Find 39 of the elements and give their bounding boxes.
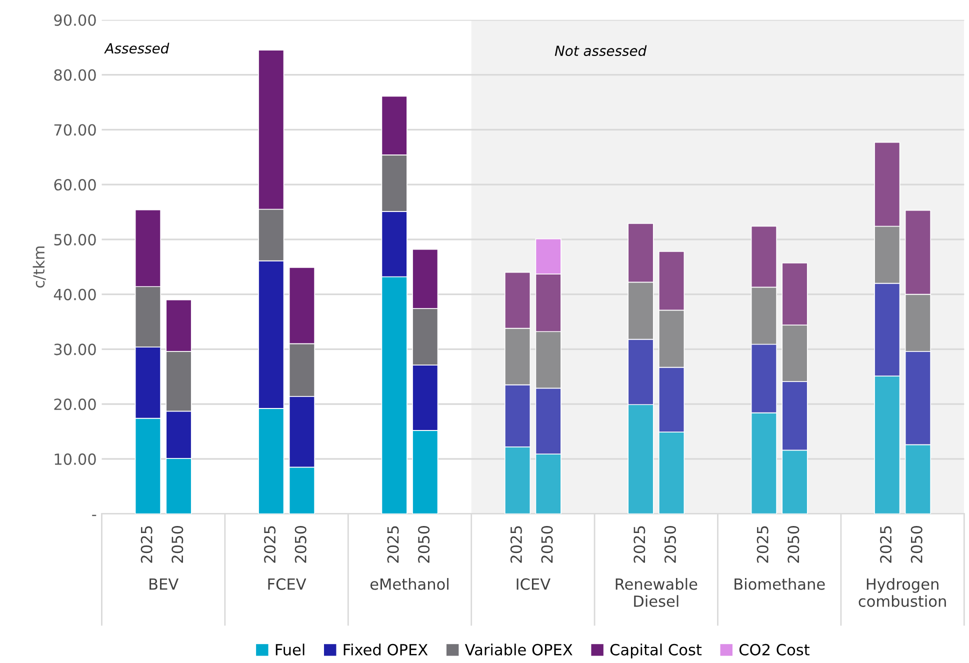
y-tick-label: 80.00 xyxy=(54,69,96,81)
x-tick-label: 2025 xyxy=(140,526,152,563)
x-tick-label: 2025 xyxy=(880,526,892,563)
text: ICEV xyxy=(516,578,550,590)
legend-label: Variable OPEX xyxy=(464,644,572,656)
legend-label: CO2 Cost xyxy=(739,644,810,656)
text: FCEV xyxy=(268,578,306,590)
x-tick-label: 2025 xyxy=(264,526,276,563)
x-tick-label: 2050 xyxy=(172,526,184,563)
text: Renewable Diesel xyxy=(616,578,698,607)
x-tick-label: 2050 xyxy=(294,526,306,563)
x-tick-label: 2025 xyxy=(387,526,399,563)
legend-label: Capital Cost xyxy=(610,644,702,658)
y-tick-label: 30.00 xyxy=(54,344,96,356)
text: Biomethane xyxy=(734,578,825,590)
annotation: Not assessed xyxy=(554,45,647,56)
y-tick-label: 50.00 xyxy=(54,234,96,246)
x-tick-label: 2025 xyxy=(634,526,646,563)
y-tick-label: 20.00 xyxy=(54,398,96,410)
text: eMethanol xyxy=(370,578,448,590)
y-tick-label: 60.00 xyxy=(54,179,96,191)
y-tick-label: 70.00 xyxy=(54,124,96,136)
x-tick-label: 2050 xyxy=(788,526,800,563)
text: BEV xyxy=(150,578,179,590)
x-tick-label: 2050 xyxy=(664,526,676,563)
x-tick-label: 2050 xyxy=(541,526,553,563)
x-tick-label: 2025 xyxy=(756,526,768,563)
y-tick-label: 10.00 xyxy=(54,453,96,465)
x-tick-label: 2050 xyxy=(910,526,922,563)
annotation: Assessed xyxy=(104,42,170,54)
y-tick-label: - xyxy=(92,514,96,516)
y-tick-label: 40.00 xyxy=(54,288,96,300)
y-axis-title: c/tkm xyxy=(32,246,46,288)
legend-label: Fuel xyxy=(276,644,304,656)
legend-label: Fixed OPEX xyxy=(344,644,428,656)
x-tick-label: 2050 xyxy=(418,526,430,563)
text: Hydrogen combustion xyxy=(858,578,946,607)
y-tick-label: 90.00 xyxy=(54,14,96,26)
x-tick-label: 2025 xyxy=(510,526,522,563)
